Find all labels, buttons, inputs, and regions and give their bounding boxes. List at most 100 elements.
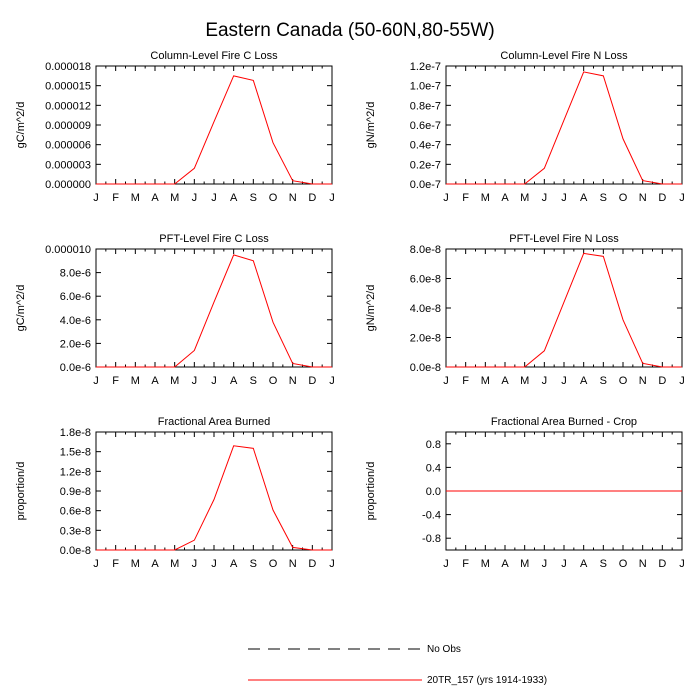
x-tick-label: A <box>151 558 159 570</box>
series-line-model <box>446 71 682 185</box>
x-tick-label: M <box>131 558 140 570</box>
x-tick-label: M <box>131 375 140 387</box>
y-tick-label: 4.0e-6 <box>60 315 91 327</box>
x-tick-label: M <box>131 192 140 204</box>
y-tick-label: -0.8 <box>422 533 441 545</box>
x-tick-label: F <box>112 558 119 570</box>
y-axis-label: gC/m^2/d <box>15 102 27 149</box>
x-tick-label: N <box>639 192 647 204</box>
x-tick-label: J <box>542 192 548 204</box>
x-tick-label: N <box>289 375 297 387</box>
x-tick-label: J <box>211 375 217 387</box>
y-tick-label: 8.0e-6 <box>60 268 91 280</box>
x-tick-label: O <box>269 375 278 387</box>
x-tick-label: F <box>462 192 469 204</box>
x-tick-label: J <box>561 558 567 570</box>
x-tick-label: A <box>580 375 588 387</box>
y-tick-label: 1.0e-7 <box>410 81 441 93</box>
x-tick-label: F <box>462 558 469 570</box>
y-tick-label: 0.6e-7 <box>410 120 441 132</box>
x-tick-label: J <box>93 375 99 387</box>
y-tick-label: 0.000012 <box>45 100 91 112</box>
x-tick-label: M <box>170 558 179 570</box>
x-tick-label: J <box>329 192 335 204</box>
y-tick-label: 1.8e-8 <box>60 427 91 439</box>
panel-6: Fractional Area Burned - Crop proportion/… <box>365 416 685 570</box>
x-tick-label: M <box>520 192 529 204</box>
x-tick-label: S <box>600 558 607 570</box>
x-tick-label: J <box>679 192 685 204</box>
series-line-model <box>96 254 332 368</box>
x-tick-label: F <box>112 375 119 387</box>
x-tick-label: J <box>192 558 198 570</box>
x-tick-label: J <box>329 375 335 387</box>
x-tick-label: F <box>112 192 119 204</box>
x-tick-label: J <box>93 558 99 570</box>
x-tick-label: S <box>600 375 607 387</box>
x-tick-label: J <box>542 375 548 387</box>
series-line-model <box>96 445 332 551</box>
series-line-model <box>446 252 682 368</box>
plot-frame <box>445 248 683 368</box>
x-tick-label: J <box>211 558 217 570</box>
x-tick-label: J <box>561 375 567 387</box>
y-tick-label: 0.000015 <box>45 81 91 93</box>
y-tick-label: 0.0e-6 <box>60 362 91 374</box>
x-tick-label: M <box>170 192 179 204</box>
x-tick-label: M <box>520 375 529 387</box>
y-axis-label: proportion/d <box>15 462 27 521</box>
x-tick-label: J <box>443 558 449 570</box>
y-axis-label: gN/m^2/d <box>365 102 377 149</box>
series-line-model <box>96 75 332 185</box>
y-tick-label: 0.2e-7 <box>410 159 441 171</box>
y-tick-label: 0.6e-8 <box>60 506 91 518</box>
x-tick-label: A <box>230 192 238 204</box>
x-tick-label: N <box>639 375 647 387</box>
x-tick-label: O <box>269 558 278 570</box>
x-tick-label: J <box>679 375 685 387</box>
y-tick-label: 0.8 <box>426 439 441 451</box>
x-tick-label: O <box>619 375 628 387</box>
y-tick-label: 0.9e-8 <box>60 486 91 498</box>
y-tick-label: 0.3e-8 <box>60 525 91 537</box>
y-tick-label: 0.000009 <box>45 120 91 132</box>
y-tick-label: 0.0 <box>426 486 441 498</box>
y-tick-label: 0.8e-7 <box>410 100 441 112</box>
y-tick-label: 1.2e-7 <box>410 61 441 73</box>
y-tick-label: 2.0e-6 <box>60 338 91 350</box>
x-tick-label: D <box>308 558 316 570</box>
legend-no-obs-label: No Obs <box>427 644 461 655</box>
x-tick-label: J <box>443 375 449 387</box>
y-axis-label: gN/m^2/d <box>365 285 377 332</box>
y-tick-label: 0.000003 <box>45 159 91 171</box>
x-tick-label: O <box>269 192 278 204</box>
y-tick-label: 0.0e-8 <box>60 545 91 557</box>
y-tick-label: 0.0e-7 <box>410 179 441 191</box>
plot-frame <box>95 431 333 551</box>
panel-title: Column-Level Fire C Loss <box>150 50 278 62</box>
x-tick-label: J <box>93 192 99 204</box>
x-tick-label: D <box>308 375 316 387</box>
panel-title: Fractional Area Burned - Crop <box>491 416 637 428</box>
x-tick-label: A <box>501 558 509 570</box>
y-tick-label: 0.000000 <box>45 179 91 191</box>
x-tick-label: M <box>170 375 179 387</box>
x-tick-label: D <box>658 192 666 204</box>
x-tick-label: M <box>481 558 490 570</box>
x-tick-label: A <box>580 192 588 204</box>
y-tick-label: -0.4 <box>422 510 441 522</box>
x-tick-label: A <box>501 375 509 387</box>
y-tick-label: 0.4e-7 <box>410 140 441 152</box>
x-tick-label: O <box>619 558 628 570</box>
y-axis-label: gC/m^2/d <box>15 285 27 332</box>
y-axis-label: proportion/d <box>365 462 377 521</box>
x-tick-label: S <box>600 192 607 204</box>
x-tick-label: A <box>230 558 238 570</box>
figure-title: Eastern Canada (50-60N,80-55W) <box>205 20 494 41</box>
panel-title: PFT-Level Fire C Loss <box>159 233 269 245</box>
y-tick-label: 0.000006 <box>45 140 91 152</box>
panel-title: Column-Level Fire N Loss <box>500 50 628 62</box>
panel-title: PFT-Level Fire N Loss <box>509 233 619 245</box>
